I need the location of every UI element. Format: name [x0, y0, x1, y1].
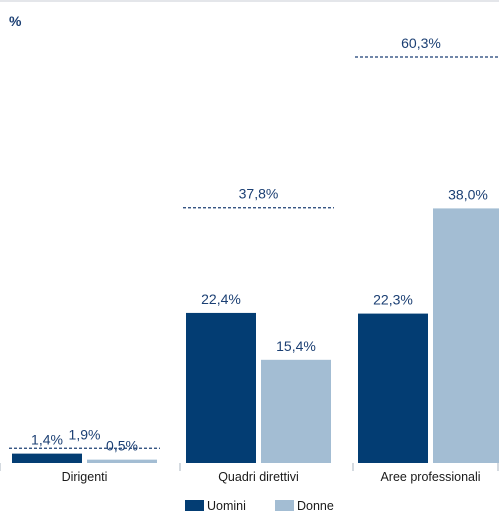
value-label-uomini-0: 1,4% [31, 432, 63, 448]
category-label-2: Aree professionali [380, 470, 480, 484]
bar-donne-0 [87, 459, 157, 463]
value-label-uomini-1: 22,4% [201, 291, 241, 307]
legend-label-uomini: Uomini [207, 499, 246, 513]
legend-label-donne: Donne [297, 499, 334, 513]
value-label-donne-0: 0,5% [106, 438, 138, 454]
bar-donne-1 [261, 359, 331, 463]
value-label-uomini-2: 22,3% [373, 292, 413, 308]
bar-uomini-2 [358, 313, 428, 463]
bar-donne-2 [433, 208, 499, 463]
plot-area: 1,4% 0,5% 1,9% Dirigenti 22,4% 15,4% 37,8% Quad… [0, 35, 499, 484]
category-label-0: Dirigenti [62, 470, 108, 484]
bar-uomini-1 [186, 312, 256, 463]
bar-uomini-0 [12, 453, 82, 463]
total-label-1: 37,8% [239, 186, 279, 202]
legend-swatch-uomini [185, 500, 204, 511]
value-label-donne-2: 38,0% [448, 186, 488, 202]
legend: Uomini Donne [185, 499, 334, 513]
legend-swatch-donne [275, 500, 294, 511]
unit-label: % [9, 13, 22, 29]
category-label-1: Quadri direttivi [218, 470, 299, 484]
value-label-donne-1: 15,4% [276, 338, 316, 354]
total-label-0: 1,9% [69, 426, 101, 442]
total-label-2: 60,3% [401, 35, 441, 51]
